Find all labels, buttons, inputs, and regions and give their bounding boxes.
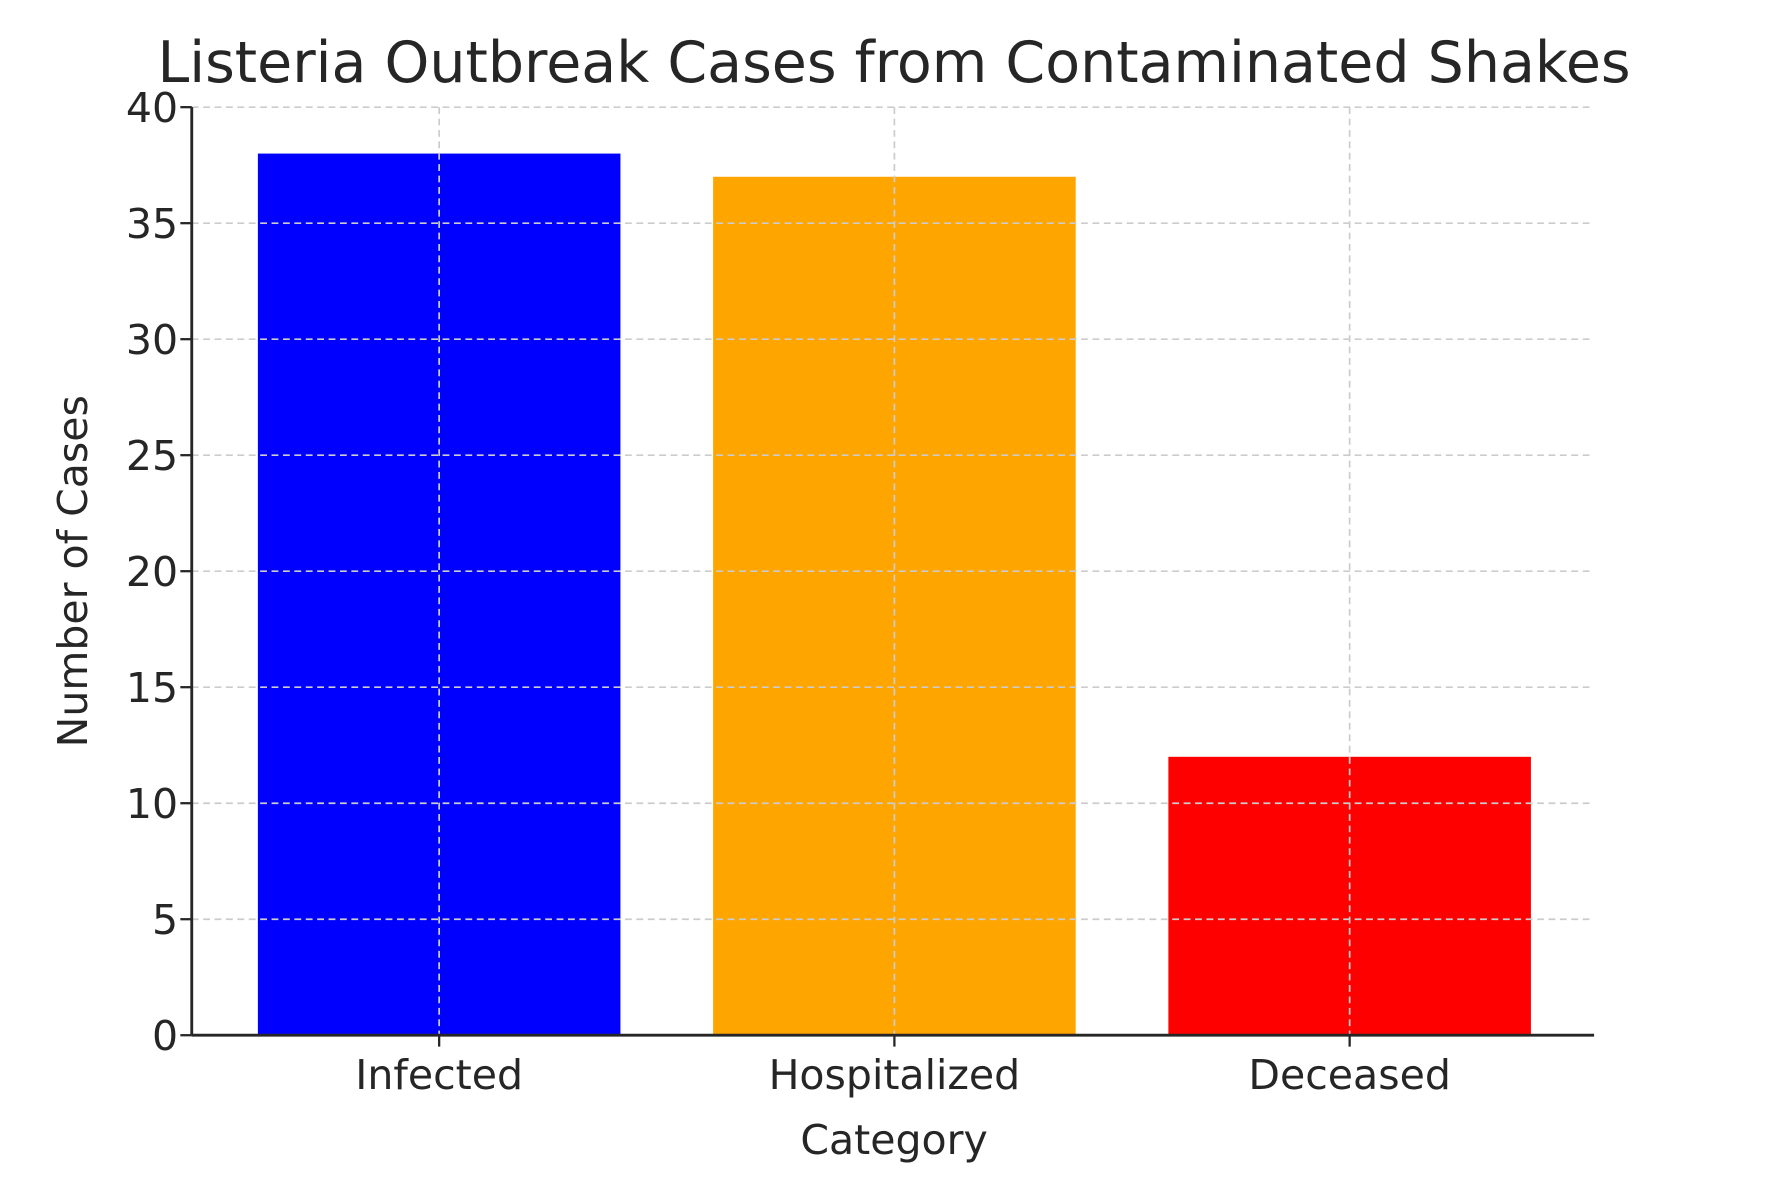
bars	[257, 153, 1531, 1036]
y-tick-label: 25	[126, 432, 178, 480]
bar-hospitalized	[713, 176, 1076, 1036]
y-tick-label: 35	[126, 200, 178, 248]
x-ticks: Infected Hospitalized Deceased	[355, 1035, 1451, 1099]
chart-title: Listeria Outbreak Cases from Contaminate…	[157, 30, 1630, 96]
grid-lines	[191, 106, 1595, 1037]
y-tick-label: 10	[126, 780, 178, 828]
y-tick-label: 40	[126, 84, 178, 132]
y-tick-label: 0	[152, 1012, 178, 1060]
y-tick-label: 20	[126, 548, 178, 596]
y-tick-label: 15	[126, 664, 178, 712]
x-tick-label: Infected	[355, 1051, 523, 1099]
x-tick-label: Hospitalized	[769, 1051, 1021, 1099]
bar-infected	[257, 153, 621, 1036]
y-tick-label: 5	[152, 896, 178, 944]
y-ticks: 0 5 10 15 20 25 30 35 40	[126, 84, 192, 1060]
y-axis-label: Number of Cases	[49, 395, 97, 747]
y-tick-label: 30	[126, 316, 178, 364]
x-axis-label: Category	[800, 1116, 987, 1164]
x-tick-label: Deceased	[1248, 1051, 1450, 1099]
